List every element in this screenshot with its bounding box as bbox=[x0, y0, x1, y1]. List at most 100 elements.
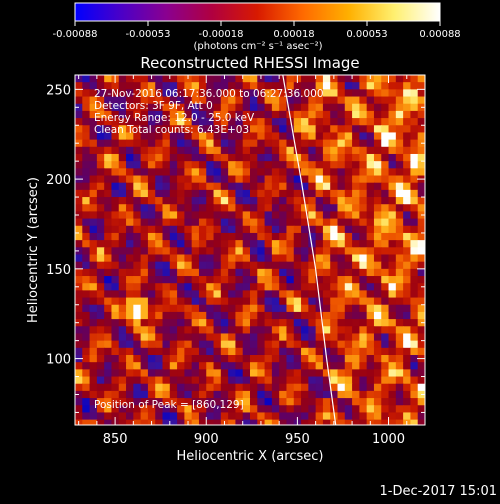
heatmap-cell bbox=[417, 132, 425, 141]
heatmap-cell bbox=[264, 103, 273, 112]
heatmap-cell bbox=[220, 103, 229, 112]
heatmap-cell bbox=[75, 89, 83, 98]
heatmap-cell bbox=[220, 405, 229, 414]
heatmap-cell bbox=[82, 89, 91, 98]
heatmap-cell bbox=[308, 110, 317, 119]
heatmap-cell bbox=[213, 146, 222, 155]
heatmap-cell bbox=[264, 276, 273, 284]
heatmap-cell bbox=[228, 110, 237, 119]
heatmap-cell bbox=[220, 182, 229, 191]
heatmap-cell bbox=[315, 125, 324, 134]
heatmap-cell bbox=[344, 161, 353, 169]
heatmap-cell bbox=[286, 376, 295, 385]
heatmap-cell bbox=[403, 125, 412, 134]
heatmap-cell bbox=[206, 412, 215, 421]
heatmap-cell bbox=[417, 369, 425, 378]
heatmap-cell bbox=[213, 412, 222, 421]
heatmap-cell bbox=[257, 311, 266, 320]
heatmap-cell bbox=[279, 197, 288, 205]
heatmap-cell bbox=[162, 355, 171, 363]
heatmap-cell bbox=[322, 254, 331, 263]
heatmap-cell bbox=[133, 326, 142, 335]
heatmap-cell bbox=[315, 211, 324, 220]
heatmap-cell bbox=[147, 412, 156, 421]
heatmap-cell bbox=[140, 347, 149, 356]
heatmap-cell bbox=[308, 182, 317, 191]
heatmap-cell bbox=[155, 247, 164, 256]
heatmap-cell bbox=[366, 362, 375, 370]
heatmap-cell bbox=[177, 283, 185, 291]
heatmap-cell bbox=[89, 225, 98, 234]
heatmap-cell bbox=[82, 283, 91, 291]
heatmap-cell bbox=[395, 182, 404, 191]
heatmap-cell bbox=[82, 319, 91, 327]
heatmap-cell bbox=[206, 247, 215, 256]
heatmap-cell bbox=[177, 247, 185, 256]
heatmap-cell bbox=[162, 175, 171, 184]
heatmap-cell bbox=[228, 75, 237, 83]
heatmap-cell bbox=[330, 355, 339, 363]
heatmap-cell bbox=[147, 390, 156, 399]
heatmap-cell bbox=[286, 419, 295, 425]
heatmap-cell bbox=[293, 254, 302, 263]
heatmap-cell bbox=[206, 161, 215, 169]
heatmap-cell bbox=[250, 225, 258, 234]
heatmap-cell bbox=[228, 175, 237, 184]
heatmap-cell bbox=[337, 376, 346, 385]
heatmap-cell bbox=[293, 89, 302, 98]
heatmap-cell bbox=[213, 218, 222, 227]
heatmap-cell bbox=[111, 362, 120, 370]
heatmap-cell bbox=[315, 398, 324, 406]
heatmap-cell bbox=[89, 362, 98, 370]
heatmap-cell bbox=[403, 297, 412, 306]
heatmap-cell bbox=[308, 175, 317, 184]
heatmap-cell bbox=[155, 254, 164, 263]
heatmap-cell bbox=[184, 412, 193, 421]
heatmap-cell bbox=[75, 333, 83, 342]
heatmap-cell bbox=[75, 146, 83, 155]
heatmap-cell bbox=[104, 297, 113, 306]
heatmap-cell bbox=[118, 132, 127, 141]
heatmap-cell bbox=[257, 175, 266, 184]
heatmap-cell bbox=[220, 383, 229, 392]
heatmap-cell bbox=[388, 118, 397, 126]
heatmap-cell bbox=[118, 412, 127, 421]
heatmap-cell bbox=[403, 290, 412, 299]
heatmap-cell bbox=[352, 398, 360, 406]
heatmap-cell bbox=[271, 161, 280, 169]
heatmap-cell bbox=[381, 383, 390, 392]
heatmap-cell bbox=[162, 139, 171, 148]
heatmap-cell bbox=[118, 311, 127, 320]
heatmap-cell bbox=[104, 240, 113, 248]
heatmap-cell bbox=[410, 333, 419, 342]
heatmap-cell bbox=[220, 283, 229, 291]
heatmap-cell bbox=[403, 139, 412, 148]
heatmap-cell bbox=[271, 304, 280, 313]
heatmap-cell bbox=[184, 297, 193, 306]
heatmap-cell bbox=[242, 197, 251, 205]
heatmap-cell bbox=[257, 189, 266, 198]
heatmap-cell bbox=[184, 146, 193, 155]
heatmap-cell bbox=[169, 383, 178, 392]
heatmap-cell bbox=[257, 232, 266, 241]
heatmap-cell bbox=[111, 311, 120, 320]
heatmap-cell bbox=[169, 419, 178, 425]
heatmap-cell bbox=[82, 347, 91, 356]
heatmap-cell bbox=[198, 311, 207, 320]
heatmap-cell bbox=[140, 232, 149, 241]
heatmap-cell bbox=[322, 297, 331, 306]
heatmap-cell bbox=[410, 139, 419, 148]
heatmap-cell bbox=[242, 340, 251, 349]
heatmap-cell bbox=[279, 204, 288, 213]
heatmap-cell bbox=[89, 161, 98, 169]
heatmap-cell bbox=[133, 118, 142, 126]
heatmap-cell bbox=[206, 383, 215, 392]
heatmap-cell bbox=[75, 218, 83, 227]
heatmap-cell bbox=[286, 383, 295, 392]
heatmap-cell bbox=[177, 383, 185, 392]
heatmap-cell bbox=[279, 319, 288, 327]
heatmap-cell bbox=[140, 412, 149, 421]
heatmap-cell bbox=[257, 261, 266, 270]
heatmap-cell bbox=[75, 290, 83, 299]
